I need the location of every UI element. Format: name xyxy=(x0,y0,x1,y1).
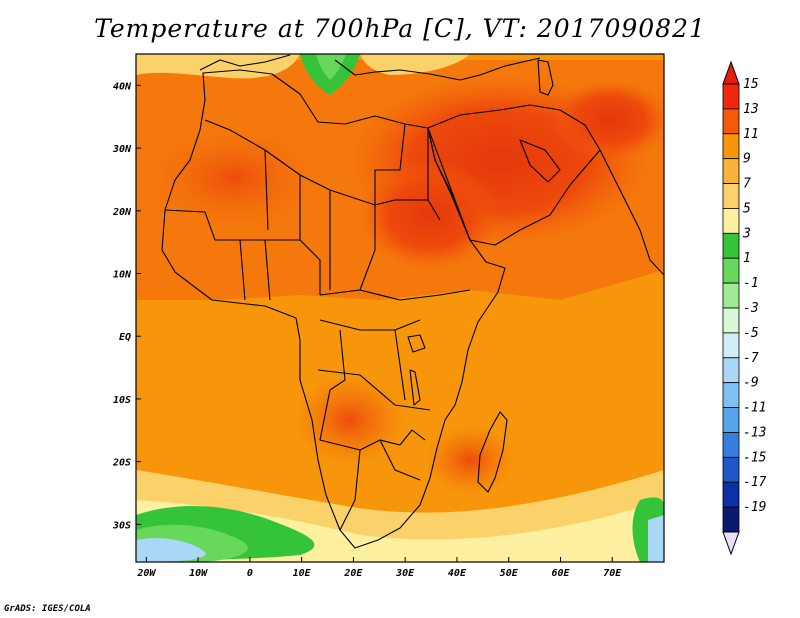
lon-tick-label: 10E xyxy=(293,568,312,579)
lat-tick-label: 20S xyxy=(112,458,131,469)
colorbar-label: -15 xyxy=(743,450,767,465)
colorbar-swatch xyxy=(722,481,740,508)
lake-victoria xyxy=(407,334,426,353)
colorbar-label: 9 xyxy=(743,152,751,167)
colorbar-label: 11 xyxy=(743,127,759,142)
colorbar-swatch xyxy=(722,282,740,309)
lat-tick-label: 20N xyxy=(112,207,132,218)
colorbar-label: -7 xyxy=(743,351,759,366)
colorbar-swatch xyxy=(722,357,740,384)
lon-tick-label: 20E xyxy=(343,568,363,579)
colorbar-swatch xyxy=(722,83,740,110)
colorbar-label: 1 xyxy=(743,251,751,266)
lat-tick-label: 40N xyxy=(113,81,132,92)
red-sea xyxy=(427,127,471,241)
lon-tick-label: 20W xyxy=(136,568,156,579)
colorbar-swatch xyxy=(722,232,740,259)
colorbar-label: 7 xyxy=(743,177,751,192)
colorbar-swatch xyxy=(722,133,740,160)
europe-coast xyxy=(199,54,541,81)
lake-tanganyika xyxy=(409,369,421,406)
lat-tick-label: 10S xyxy=(113,395,131,406)
lon-tick-label: 70E xyxy=(603,568,622,579)
colorbar-swatch xyxy=(722,456,740,483)
latitude-axis: 40N 30N 20N 10N EQ 10S 20S 30S xyxy=(112,81,141,531)
lon-tick-label: 60E xyxy=(551,568,570,579)
colorbar-swatch xyxy=(722,332,740,359)
colorbar-label: -17 xyxy=(743,475,767,490)
colorbar-swatch xyxy=(722,158,740,184)
colorbar-label: -3 xyxy=(743,301,759,316)
colorbar-swatch xyxy=(722,432,740,458)
colorbar-swatch xyxy=(722,108,740,135)
colorbar-swatch xyxy=(722,208,740,234)
colorbar-under-triangle xyxy=(722,531,740,556)
inner-borders xyxy=(164,119,471,531)
colorbar-label: -1 xyxy=(743,276,759,291)
colorbar-label: -13 xyxy=(743,425,766,440)
colorbar-swatch xyxy=(722,307,740,334)
madagascar-coastline xyxy=(477,411,508,493)
colorbar: 15 13 11 9 7 5 3 1 -1 -3 -5 -7 -9 -11 -13 -15 -17 -19 xyxy=(722,60,767,556)
colorbar-swatch xyxy=(722,183,740,209)
lon-tick-label: 10W xyxy=(189,568,208,579)
lon-tick-label: 0 xyxy=(247,568,253,579)
colorbar-label: 15 xyxy=(743,77,759,92)
colorbar-label: -9 xyxy=(743,376,759,391)
longitude-axis: 20W 10W 0 10E 20E 30E 40E 50E 60E 70E xyxy=(136,557,622,579)
lon-tick-label: 40E xyxy=(448,568,467,579)
credit-label: GrADS: IGES/COLA xyxy=(4,604,91,614)
temperature-field xyxy=(136,54,664,562)
caspian xyxy=(537,59,554,96)
lat-tick-label: 30S xyxy=(112,520,131,531)
colorbar-label: -11 xyxy=(743,401,766,416)
map-frame xyxy=(135,53,665,563)
lon-tick-label: 50E xyxy=(500,568,519,579)
colorbar-label: -5 xyxy=(743,326,759,341)
colorbar-label: 5 xyxy=(743,201,751,216)
colorbar-label: -19 xyxy=(743,500,766,515)
lat-tick-label: EQ xyxy=(119,332,131,343)
country-borders xyxy=(161,54,664,549)
asia-coast-india xyxy=(599,149,664,276)
colorbar-swatch xyxy=(722,407,740,433)
colorbar-swatch xyxy=(722,257,740,284)
lon-tick-label: 30E xyxy=(395,568,415,579)
persian-gulf xyxy=(519,139,561,183)
colorbar-over-triangle xyxy=(722,60,740,85)
africa-coastline xyxy=(161,69,506,549)
colorbar-swatch xyxy=(722,382,740,408)
map-title: Temperature at 700hPa [C], VT: 201709082… xyxy=(94,14,706,43)
lat-tick-label: 10N xyxy=(113,270,132,281)
lat-tick-label: 30N xyxy=(112,144,132,155)
colorbar-label: 3 xyxy=(742,226,751,241)
colorbar-label: 13 xyxy=(743,102,759,117)
arabia-coastline xyxy=(427,104,601,246)
colorbar-swatch xyxy=(722,506,740,533)
